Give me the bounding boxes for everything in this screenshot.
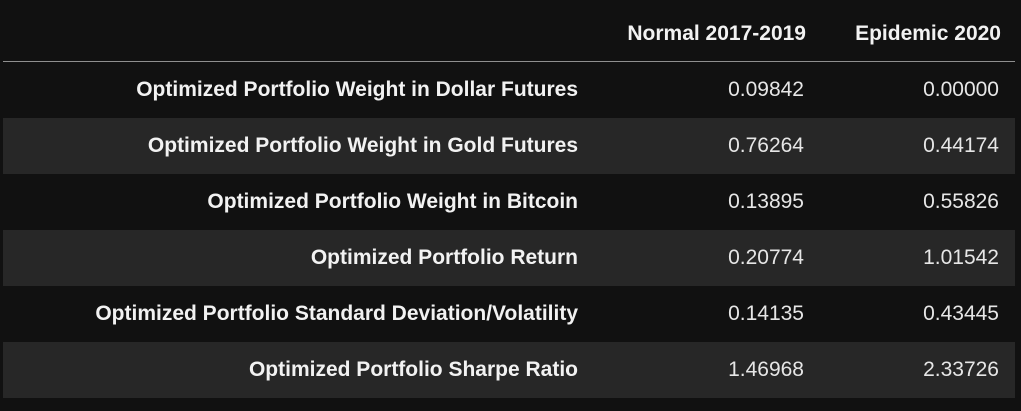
header-row: Normal 2017-2019 Epidemic 2020 — [3, 6, 1015, 62]
row-label: Optimized Portfolio Weight in Gold Futur… — [147, 133, 578, 157]
table-row: Optimized Portfolio Sharpe Ratio 1.46968… — [3, 341, 1015, 398]
cell-epidemic: 0.55826 — [923, 189, 999, 213]
cell-normal: 0.14135 — [728, 301, 804, 325]
row-label: Optimized Portfolio Return — [310, 245, 578, 269]
cell-normal: 0.76264 — [728, 133, 804, 157]
cell-epidemic: 1.01542 — [923, 245, 999, 269]
table-row: Optimized Portfolio Weight in Gold Futur… — [3, 117, 1015, 174]
cell-epidemic: 0.00000 — [923, 77, 999, 101]
cell-epidemic: 0.44174 — [923, 133, 999, 157]
header-index-cell — [3, 6, 588, 62]
cell-epidemic: 2.33726 — [923, 357, 999, 381]
table-row: Optimized Portfolio Standard Deviation/V… — [3, 285, 1015, 342]
cell-normal: 0.20774 — [728, 245, 804, 269]
header-epidemic: Epidemic 2020 — [820, 6, 1015, 62]
row-label: Optimized Portfolio Standard Deviation/V… — [95, 301, 578, 325]
table-body: Optimized Portfolio Weight in Dollar Fut… — [3, 61, 1015, 398]
cell-normal: 0.09842 — [728, 77, 804, 101]
header-normal: Normal 2017-2019 — [588, 6, 820, 62]
cell-epidemic: 0.43445 — [923, 301, 999, 325]
table-row: Optimized Portfolio Weight in Bitcoin 0.… — [3, 173, 1015, 230]
cell-normal: 1.46968 — [728, 357, 804, 381]
cell-normal: 0.13895 — [728, 189, 804, 213]
portfolio-table: Normal 2017-2019 Epidemic 2020 Optimized… — [3, 6, 1015, 398]
row-label: Optimized Portfolio Weight in Bitcoin — [207, 189, 578, 213]
row-label: Optimized Portfolio Sharpe Ratio — [248, 357, 578, 381]
table-row: Optimized Portfolio Return 0.20774 1.015… — [3, 229, 1015, 286]
table-row: Optimized Portfolio Weight in Dollar Fut… — [3, 61, 1015, 118]
table-header: Normal 2017-2019 Epidemic 2020 — [3, 6, 1015, 62]
row-label: Optimized Portfolio Weight in Dollar Fut… — [136, 77, 578, 101]
